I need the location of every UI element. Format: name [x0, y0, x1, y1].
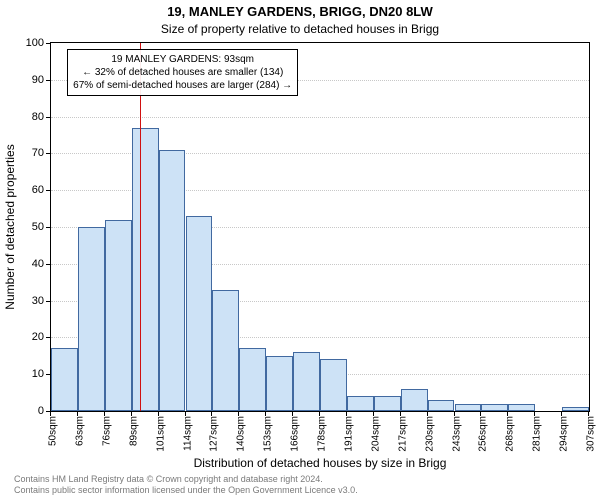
- y-tick-label: 100: [26, 37, 44, 49]
- histogram-bar: [266, 356, 293, 411]
- x-axis-label: Distribution of detached houses by size …: [50, 456, 590, 470]
- x-tick-label: 204sqm: [370, 416, 381, 452]
- chart-subtitle: Size of property relative to detached ho…: [0, 22, 600, 36]
- x-tick-label: 153sqm: [263, 416, 274, 452]
- histogram-bar: [159, 150, 186, 411]
- histogram-bar: [212, 290, 239, 411]
- histogram-bar: [105, 220, 132, 411]
- y-tick-label: 60: [32, 184, 44, 196]
- y-tick-label: 20: [32, 331, 44, 343]
- x-tick-label: 50sqm: [48, 416, 59, 446]
- x-tick-label: 127sqm: [209, 416, 220, 452]
- x-tick-label: 217sqm: [397, 416, 408, 452]
- y-tick-label: 90: [32, 74, 44, 86]
- x-tick-label: 63sqm: [74, 416, 85, 446]
- x-tick-label: 281sqm: [532, 416, 543, 452]
- plot-area: 19 MANLEY GARDENS: 93sqm ← 32% of detach…: [50, 42, 590, 412]
- x-tick-label: 178sqm: [317, 416, 328, 452]
- x-tick-label: 268sqm: [505, 416, 516, 452]
- histogram-bar: [132, 128, 159, 411]
- histogram-bar: [374, 396, 401, 411]
- histogram-bar: [239, 348, 266, 411]
- histogram-bar: [428, 400, 455, 411]
- y-tick-label: 80: [32, 111, 44, 123]
- x-tick-label: 307sqm: [586, 416, 597, 452]
- histogram-bar: [320, 359, 347, 411]
- annotation-line-2: ← 32% of detached houses are smaller (13…: [73, 66, 292, 79]
- x-axis-ticks: 50sqm 63sqm 76sqm 89sqm 101sqm 114sqm 127sqm 14…: [50, 412, 590, 462]
- x-tick-label: 191sqm: [343, 416, 354, 452]
- y-tick-label: 0: [38, 405, 44, 417]
- y-tick-label: 70: [32, 147, 44, 159]
- x-tick-label: 243sqm: [451, 416, 462, 452]
- x-tick-label: 166sqm: [290, 416, 301, 452]
- footer-attribution: Contains HM Land Registry data © Crown c…: [14, 474, 358, 497]
- histogram-bar: [186, 216, 213, 411]
- y-axis-ticks: 0102030405060708090100: [0, 42, 48, 412]
- histogram-bar: [51, 348, 78, 411]
- y-tick-label: 30: [32, 295, 44, 307]
- x-tick-label: 256sqm: [478, 416, 489, 452]
- y-tick-label: 50: [32, 221, 44, 233]
- x-tick-label: 76sqm: [101, 416, 112, 446]
- y-tick-label: 40: [32, 258, 44, 270]
- y-tick-label: 10: [32, 368, 44, 380]
- x-tick-label: 230sqm: [424, 416, 435, 452]
- annotation-line-3: 67% of semi-detached houses are larger (…: [73, 79, 292, 92]
- x-tick-label: 89sqm: [128, 416, 139, 446]
- histogram-bar: [293, 352, 320, 411]
- histogram-bar: [401, 389, 428, 411]
- histogram-bar: [347, 396, 374, 411]
- footer-line-2: Contains public sector information licen…: [14, 485, 358, 496]
- footer-line-1: Contains HM Land Registry data © Crown c…: [14, 474, 358, 485]
- histogram-bars: [51, 43, 589, 411]
- annotation-box: 19 MANLEY GARDENS: 93sqm ← 32% of detach…: [67, 49, 298, 96]
- chart-title: 19, MANLEY GARDENS, BRIGG, DN20 8LW: [0, 4, 600, 19]
- histogram-bar: [78, 227, 105, 411]
- histogram-bar: [481, 404, 508, 411]
- chart-container: 19, MANLEY GARDENS, BRIGG, DN20 8LW Size…: [0, 0, 600, 500]
- annotation-line-1: 19 MANLEY GARDENS: 93sqm: [73, 53, 292, 66]
- x-tick-label: 101sqm: [155, 416, 166, 452]
- x-tick-label: 140sqm: [236, 416, 247, 452]
- histogram-bar: [508, 404, 535, 411]
- histogram-bar: [455, 404, 482, 411]
- x-tick-label: 114sqm: [182, 416, 193, 451]
- x-tick-label: 294sqm: [559, 416, 570, 452]
- reference-line: [140, 43, 141, 411]
- histogram-bar: [562, 407, 589, 411]
